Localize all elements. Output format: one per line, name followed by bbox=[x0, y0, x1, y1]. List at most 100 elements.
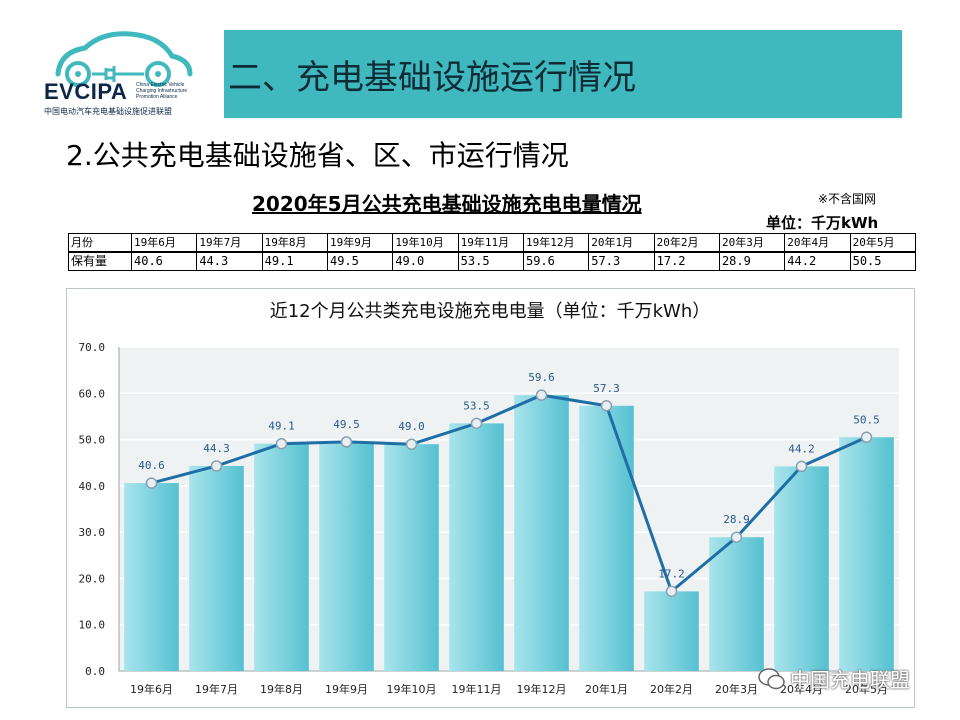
bar bbox=[319, 441, 374, 671]
value-cell: 49.0 bbox=[392, 251, 459, 271]
data-point bbox=[730, 531, 743, 543]
value-cell: 50.5 bbox=[849, 251, 917, 271]
x-tick-label: 19年10月 bbox=[387, 682, 437, 696]
y-tick-label: 50.0 bbox=[79, 434, 106, 447]
data-label: 49.5 bbox=[333, 418, 360, 431]
logo-subtitle: China Electric Vehicle Charging Infrastr… bbox=[136, 82, 188, 100]
y-tick-label: 0.0 bbox=[85, 665, 105, 678]
x-tick-label: 20年4月 bbox=[780, 682, 823, 696]
bar bbox=[384, 444, 439, 671]
x-tick-label: 19年6月 bbox=[130, 682, 173, 696]
data-label: 40.6 bbox=[138, 459, 165, 472]
value-cell: 57.3 bbox=[588, 251, 655, 271]
month-cell: 20年5月 bbox=[849, 233, 917, 253]
x-tick-label: 20年5月 bbox=[845, 682, 888, 696]
x-tick-label: 20年2月 bbox=[650, 682, 693, 696]
data-label: 17.2 bbox=[658, 567, 685, 580]
data-label: 53.5 bbox=[463, 399, 490, 412]
chart: 近12个月公共类充电设施充电电量（单位：千万kWh） 0.0 10.0 20.0 30.… bbox=[79, 301, 899, 696]
series-line bbox=[151, 393, 868, 593]
value-cell: 28.9 bbox=[718, 251, 786, 271]
table-row-months: 月份 19年6月 19年7月 19年8月 19年9月 19年10月 19年11月… bbox=[68, 233, 917, 253]
evcipa-logo-icon bbox=[55, 31, 193, 87]
table-row-values: 保有量 40.6 44.3 49.1 49.5 49.0 53.5 59.6 5… bbox=[68, 251, 917, 271]
watermark-text: 中国充电联盟 bbox=[790, 668, 910, 692]
value-cell: 44.3 bbox=[196, 251, 263, 271]
value-cell: 59.6 bbox=[522, 251, 590, 271]
data-table: 月份 19年6月 19年7月 19年8月 19年9月 19年10月 19年11月… bbox=[68, 233, 917, 271]
value-cell: 49.5 bbox=[326, 251, 394, 271]
data-point bbox=[340, 436, 353, 448]
bar bbox=[644, 591, 699, 671]
x-tick-label: 20年3月 bbox=[715, 682, 758, 696]
value-cell: 49.1 bbox=[261, 251, 328, 271]
section-subtitle: 2.公共充电基础设施省、区、市运行情况 bbox=[66, 139, 569, 172]
table-title: 2020年5月公共充电基础设施充电电量情况 bbox=[252, 192, 642, 216]
y-tick-label: 60.0 bbox=[79, 387, 106, 400]
logo-wordmark: EVCIPA bbox=[44, 79, 128, 104]
y-tick-label: 70.0 bbox=[79, 341, 106, 354]
data-point bbox=[665, 585, 678, 598]
section-banner: 二、充电基础设施运行情况 bbox=[224, 30, 902, 118]
month-cell: 20年3月 bbox=[718, 233, 786, 253]
month-cell: 20年4月 bbox=[784, 233, 851, 253]
data-label: 57.3 bbox=[593, 382, 620, 395]
data-point bbox=[600, 400, 613, 412]
bar bbox=[449, 423, 504, 671]
data-label: 44.2 bbox=[788, 442, 815, 455]
x-tick-label: 19年8月 bbox=[260, 682, 303, 696]
y-tick-label: 10.0 bbox=[79, 619, 106, 632]
month-cell: 19年8月 bbox=[261, 233, 328, 253]
month-cell: 20年1月 bbox=[588, 233, 655, 253]
bar bbox=[124, 483, 179, 671]
data-point bbox=[535, 389, 548, 401]
bar bbox=[774, 466, 829, 671]
data-point bbox=[145, 477, 158, 489]
data-label: 28.9 bbox=[723, 513, 750, 526]
y-tick-label: 20.0 bbox=[79, 572, 106, 585]
row-header-month: 月份 bbox=[68, 233, 132, 253]
watermark: 中国充电联盟 bbox=[758, 664, 910, 693]
bar bbox=[514, 395, 569, 671]
month-cell: 19年11月 bbox=[457, 233, 524, 253]
month-cell: 20年2月 bbox=[653, 233, 720, 253]
data-label: 44.3 bbox=[203, 442, 230, 455]
wechat-icon bbox=[758, 667, 785, 689]
data-label: 59.6 bbox=[528, 371, 555, 384]
x-tick-label: 19年12月 bbox=[517, 682, 567, 696]
bar bbox=[189, 465, 244, 671]
y-tick-label: 30.0 bbox=[79, 526, 106, 539]
row-header-value: 保有量 bbox=[68, 251, 132, 271]
bar bbox=[839, 437, 894, 671]
value-cell: 17.2 bbox=[653, 251, 720, 271]
x-tick-label: 20年1月 bbox=[585, 682, 628, 696]
value-cell: 53.5 bbox=[457, 251, 524, 271]
y-tick-label: 40.0 bbox=[79, 480, 106, 493]
data-label: 49.1 bbox=[268, 420, 295, 433]
table-note: ※不含国网 bbox=[818, 192, 877, 206]
data-point bbox=[210, 460, 223, 472]
value-cell: 40.6 bbox=[130, 251, 198, 271]
logo-chinese-name: 中国电动汽车充电基础设施促进联盟 bbox=[44, 107, 172, 116]
x-tick-label: 19年7月 bbox=[195, 682, 238, 696]
month-cell: 19年6月 bbox=[130, 233, 198, 253]
chart-title: 近12个月公共类充电设施充电电量（单位：千万kWh） bbox=[270, 301, 711, 322]
table-unit: 单位：千万kWh bbox=[766, 214, 879, 232]
month-cell: 19年9月 bbox=[326, 233, 394, 253]
data-label: 50.5 bbox=[853, 413, 880, 426]
data-label: 49.0 bbox=[398, 420, 425, 433]
data-point bbox=[795, 460, 808, 473]
banner-title: 二、充电基础设施运行情况 bbox=[228, 57, 636, 98]
month-cell: 19年10月 bbox=[392, 233, 459, 253]
value-cell: 44.2 bbox=[784, 251, 851, 271]
x-tick-label: 19年9月 bbox=[325, 682, 368, 696]
plot-area bbox=[119, 347, 899, 671]
month-cell: 19年12月 bbox=[522, 233, 590, 253]
data-point bbox=[405, 438, 418, 450]
bar bbox=[579, 405, 634, 671]
data-point bbox=[275, 437, 288, 450]
chart-panel: 近12个月公共类充电设施充电电量（单位：千万kWh） 0.0 10.0 20.0 30.… bbox=[66, 288, 915, 708]
month-cell: 19年7月 bbox=[196, 233, 263, 253]
x-tick-label: 19年11月 bbox=[452, 682, 502, 696]
bar bbox=[709, 537, 764, 671]
